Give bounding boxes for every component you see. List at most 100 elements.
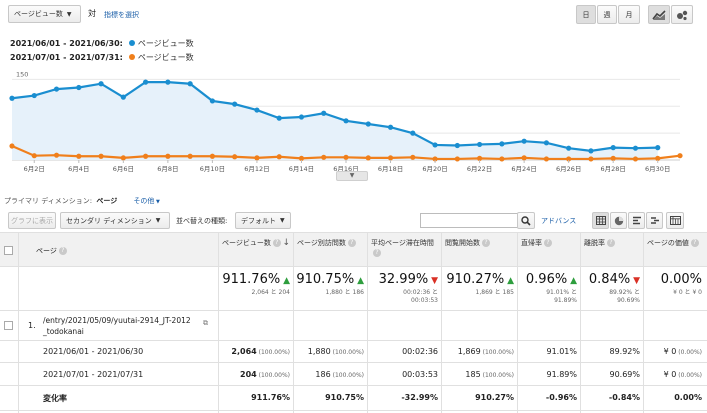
total-percent: 910.27% [446,272,505,287]
bounce-rate-column-header[interactable]: 直帰率? [521,238,579,248]
table-divider [0,410,707,411]
page-value-column-header[interactable]: ページの価値? [647,238,705,248]
view-pie-button[interactable] [610,212,627,229]
period-week-button[interactable]: 週 [597,5,617,24]
table-search-input[interactable] [420,213,520,228]
data-point [143,153,149,159]
cell-percent: (100.00%) [480,372,514,379]
trend-down-icon: ▼ [630,276,640,286]
select-metric-link[interactable]: 指標を選択 [104,11,139,19]
data-point [276,115,282,121]
primary-dimension-value: ページ [96,197,118,205]
legend-metric: ページビュー数 [137,39,194,48]
data-point [588,148,594,154]
sort-desc-icon: ↓ [282,238,290,248]
table-cell: 186 (100.00%) [315,370,364,379]
total-value: 911.76% ▲ [222,272,290,287]
total-value: 0.84% ▼ [589,272,640,287]
period-month-label: 月 [625,10,633,19]
view-table-button[interactable] [592,212,609,229]
total-percent: 32.99% [378,272,429,287]
x-tick-label: 6月30日 [645,165,670,173]
line-chart-toggle-button[interactable] [648,5,670,24]
page-path-line: _todokanai [43,327,84,336]
entrances-column-header[interactable]: 閲覧開始数? [445,238,515,248]
table-divider [0,340,707,341]
help-icon: ? [544,239,552,247]
view-comparison-button[interactable] [646,212,663,229]
data-point [31,92,37,99]
data-point [187,153,193,159]
data-point [610,145,616,151]
data-point [588,156,594,162]
pie-chart-icon [614,216,623,225]
data-point [209,153,215,159]
bar-list-icon [632,216,641,225]
cell-value: -0.84% [608,393,640,402]
entrances-column-label: 閲覧開始数 [445,239,480,247]
data-point [98,153,104,159]
data-point [365,155,371,161]
help-icon: ? [373,249,381,257]
row-page-path[interactable]: /entry/2021/05/09/yuutai-2914_JT-2012 _t… [43,315,191,337]
table-cell: 89.92% [609,347,640,356]
sort-type-dropdown[interactable]: デフォルト ▼ [235,212,291,229]
row-checkbox[interactable] [4,321,13,330]
data-point [120,155,126,161]
x-tick-label: 6月28日 [600,165,625,173]
cell-percent: (100.00%) [330,372,364,379]
column-divider [218,232,219,413]
total-value: 910.75% ▲ [296,272,364,287]
total-value: 0.00% [661,272,702,287]
data-point [432,142,438,148]
total-comparison: 1,869 と 185 [476,289,514,297]
avg-time-column-header[interactable]: 平均ページ滞在時間? [371,238,439,258]
date-range-label: 2021/07/01 - 2021/07/31 [43,370,144,379]
data-point [254,107,260,113]
exit-rate-column-header[interactable]: 離脱率? [584,238,642,248]
secondary-dimension-dropdown[interactable]: セカンダリ ディメンション ▼ [60,212,170,229]
column-divider [643,232,644,413]
data-point [632,145,639,151]
total-comparison: 1,880 と 186 [326,289,364,297]
table-divider [0,362,707,363]
period-month-button[interactable]: 月 [618,5,640,24]
data-point [232,101,238,107]
unique-pageviews-column-header[interactable]: ページ別訪問数? [297,238,365,248]
data-point [677,153,683,159]
search-button[interactable] [517,212,535,229]
table-cell: 911.76% [251,393,290,402]
cell-percent: (100.00%) [256,372,290,379]
data-point [387,155,394,161]
view-performance-button[interactable] [628,212,645,229]
data-point [120,94,126,100]
motion-chart-toggle-button[interactable] [671,5,693,24]
page-column-header[interactable]: ページ? [36,246,67,256]
table-cell: ¥ 0 (0.00%) [664,347,702,356]
other-dimension-link[interactable]: その他 [133,197,155,205]
table-cell: -32.99% [401,393,438,402]
select-all-checkbox[interactable] [4,246,13,255]
cell-percent: (100.00%) [480,349,514,356]
data-point [321,110,327,116]
comparison-line: 1,880 と 186 [325,289,364,296]
cell-value: 1,880 [307,347,331,356]
chart-collapse-handle[interactable]: ▼ [336,171,368,181]
pageviews-column-header[interactable]: ページビュー数? ↓ [222,238,292,248]
metric-dropdown[interactable]: ページビュー数 ▼ [8,5,81,23]
view-pivot-button[interactable] [666,212,684,229]
cell-value: 91.01% [546,347,577,356]
grid-icon [595,216,606,225]
data-point [410,154,416,160]
plot-rows-label: グラフに表示 [11,216,53,225]
plot-rows-button[interactable]: グラフに表示 [8,212,56,229]
data-point [410,130,416,136]
x-tick-label: 6月12日 [244,165,269,173]
comparison-icon [650,217,659,224]
total-percent: 0.96% [525,272,568,287]
series-area [12,82,658,160]
period-day-button[interactable]: 日 [576,5,596,24]
advanced-filter-link[interactable]: アドバンス [541,217,577,225]
row-index: 1. [28,321,36,330]
open-page-icon[interactable]: ⧉ [203,319,208,327]
